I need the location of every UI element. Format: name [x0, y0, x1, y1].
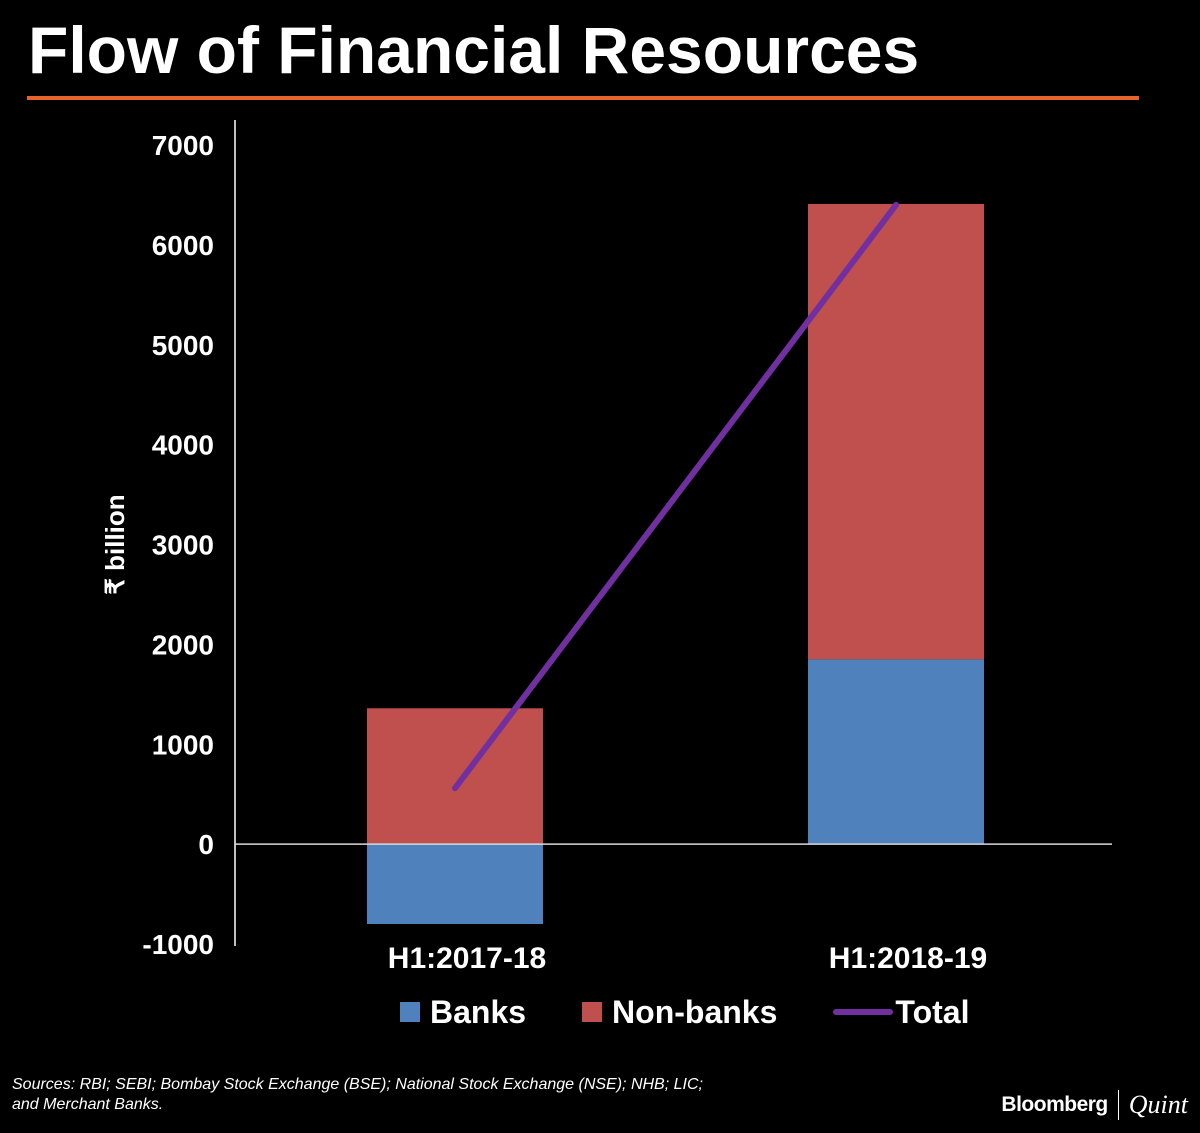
- bar-banks-h1-2018-19: [808, 659, 984, 845]
- y-axis-title: ₹ billion: [100, 494, 130, 594]
- y-tick-labels: -1000 0 1000 2000 3000 4000 5000 6000 7000: [142, 130, 214, 960]
- y-tick-label: 6000: [152, 230, 214, 261]
- x-category-label: H1:2017-18: [388, 942, 546, 975]
- y-tick-label: 4000: [152, 430, 214, 461]
- x-category-label: H1:2018-19: [829, 942, 987, 975]
- legend-item-non-banks: Non-banks: [582, 994, 777, 1031]
- title-rule: [27, 96, 1139, 100]
- brand-logo: Bloomberg Quint: [1001, 1090, 1188, 1120]
- x-category-labels: H1:2017-18 H1:2018-19: [388, 942, 987, 975]
- brand-quint: Quint: [1128, 1090, 1188, 1119]
- y-tick-label: 3000: [152, 530, 214, 561]
- legend-label-non-banks: Non-banks: [612, 993, 778, 1030]
- legend-item-banks: Banks: [400, 994, 526, 1031]
- y-tick-label: 2000: [152, 629, 214, 660]
- y-tick-label: 1000: [152, 729, 214, 760]
- y-tick-label: -1000: [142, 929, 214, 960]
- bar-banks-h1-2017-18: [367, 844, 543, 925]
- legend-label-banks: Banks: [430, 993, 527, 1030]
- bars-layer: [367, 203, 984, 925]
- page-title: Flow of Financial Resources: [28, 13, 920, 87]
- legend-swatch-non-banks: [582, 1002, 603, 1022]
- y-tick-label: 7000: [152, 130, 214, 161]
- bar-non-banks-h1-2018-19: [808, 203, 984, 660]
- lines-layer: [452, 201, 899, 792]
- legend-label-total: Total: [895, 993, 970, 1030]
- brand-bloomberg: Bloomberg: [1001, 1093, 1108, 1116]
- legend-swatch-total: [833, 1009, 894, 1015]
- legend-item-total: Total: [833, 994, 969, 1031]
- legend: Banks Non-banks Total: [400, 990, 969, 1034]
- y-tick-label: 5000: [152, 330, 214, 361]
- y-tick-label: 0: [198, 829, 214, 860]
- line-total: [452, 201, 899, 792]
- bar-non-banks-h1-2017-18: [367, 708, 543, 845]
- legend-swatch-banks: [400, 1002, 420, 1022]
- sources-note: Sources: RBI; SEBI; Bombay Stock Exchang…: [12, 1076, 703, 1113]
- brand-separator: [1117, 1090, 1119, 1120]
